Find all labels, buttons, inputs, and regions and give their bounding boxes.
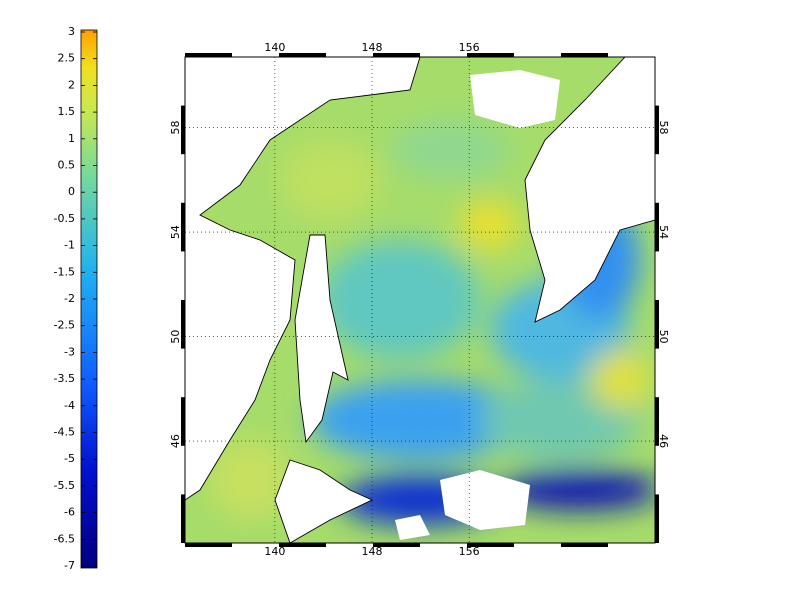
lat-label: 58 (169, 121, 182, 135)
frame-bar (467, 53, 514, 57)
colorbar-tick-label: 0 (68, 185, 75, 198)
axis-labels: 3 2.5 2 1.5 1 0.5 0 -0.5 -1 -1.5 -2 -2.5 -3 -3.5 -4 -4.… (54, 25, 670, 572)
lat-label: 46 (657, 434, 670, 448)
frame-bar (185, 543, 232, 547)
colorbar-tick-label: -1 (64, 239, 75, 252)
lon-label: 148 (362, 545, 383, 558)
frame-bar (561, 53, 608, 57)
frame-bar (655, 202, 659, 252)
frame-bar (181, 300, 185, 349)
frame-bar (279, 543, 326, 547)
lat-label: 54 (169, 225, 182, 239)
colorbar-tick-label: -2.5 (54, 319, 75, 332)
frame-bar (373, 53, 420, 57)
lat-label: 50 (657, 330, 670, 344)
lon-label: 140 (264, 41, 285, 54)
frame-bar (561, 543, 608, 547)
colorbar-tick-label: -0.5 (54, 212, 75, 225)
map-field (185, 57, 655, 543)
colorbar-tick-label: -2 (64, 292, 75, 305)
frame-bar (467, 543, 514, 547)
lat-label: 54 (657, 225, 670, 239)
frame-bar (655, 494, 659, 543)
frame-bar (181, 494, 185, 543)
lon-label: 156 (459, 41, 480, 54)
frame-bar (185, 53, 232, 57)
lon-label: 156 (459, 545, 480, 558)
colorbar-tick-label: 1.5 (58, 105, 76, 118)
frame-bar (655, 105, 659, 155)
colorbar-tick-label: -6.5 (54, 532, 75, 545)
colorbar-tick-label: -1.5 (54, 265, 75, 278)
frame-bar (181, 202, 185, 252)
frame-bar (655, 397, 659, 446)
colorbar-tick-label: 2 (68, 78, 75, 91)
frame-bar (655, 300, 659, 349)
colorbar-tick-label: 1 (68, 132, 75, 145)
lat-label: 46 (169, 434, 182, 448)
frame-bar (373, 543, 420, 547)
colorbar-tick-label: -4 (64, 399, 75, 412)
colorbar-tick-label: 3 (68, 25, 75, 38)
colorbar-tick-label: -6 (64, 506, 75, 519)
colorbar-tick-label: -5 (64, 452, 75, 465)
graticule (185, 57, 655, 543)
frame-bar (181, 397, 185, 446)
colorbar-tick-label: -4.5 (54, 426, 75, 439)
colorbar-tick-label: -5.5 (54, 479, 75, 492)
colorbar-tick-label: 2.5 (58, 52, 76, 65)
colorbar-tick-label: -3 (64, 345, 75, 358)
lon-label: 140 (264, 545, 285, 558)
lat-label: 50 (169, 330, 182, 344)
colorbar-tick-label: 0.5 (58, 159, 76, 172)
frame-bar (181, 105, 185, 155)
colorbar-tick-label: -3.5 (54, 372, 75, 385)
colorbar-tick-label: -7 (64, 559, 75, 572)
lat-label: 58 (657, 121, 670, 135)
frame-bar (279, 53, 326, 57)
lon-label: 148 (362, 41, 383, 54)
